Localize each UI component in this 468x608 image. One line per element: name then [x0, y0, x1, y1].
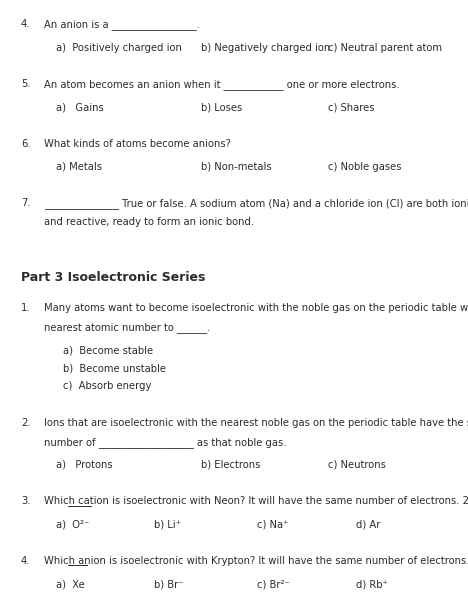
Text: c)  Absorb energy: c) Absorb energy: [63, 381, 152, 392]
Text: 1.: 1.: [21, 303, 31, 313]
Text: c) Neutrons: c) Neutrons: [328, 460, 386, 470]
Text: 7.: 7.: [21, 198, 31, 208]
Text: a)  Xe: a) Xe: [56, 579, 85, 589]
Text: Ions that are isoelectronic with the nearest noble gas on the periodic table hav: Ions that are isoelectronic with the nea…: [44, 418, 468, 428]
Text: c) Na⁺: c) Na⁺: [257, 520, 289, 530]
Text: b) Electrons: b) Electrons: [201, 460, 261, 470]
Text: 4.: 4.: [21, 19, 30, 29]
Text: d) Ar: d) Ar: [356, 520, 380, 530]
Text: 3.: 3.: [21, 497, 30, 506]
Text: _______________ True or false. A sodium atom (Na) and a chloride ion (Cl) are bo: _______________ True or false. A sodium …: [44, 198, 468, 209]
Text: 4.: 4.: [21, 556, 30, 566]
Text: Many atoms want to become isoelectronic with the noble gas on the periodic table: Many atoms want to become isoelectronic …: [44, 303, 468, 313]
Text: d) Rb⁺: d) Rb⁺: [356, 579, 388, 589]
Text: b) Br⁻: b) Br⁻: [154, 579, 184, 589]
Text: a)  Become stable: a) Become stable: [63, 345, 154, 356]
Text: Which anion is isoelectronic with Krypton? It will have the same number of elect: Which anion is isoelectronic with Krypto…: [44, 556, 468, 566]
Text: a)   Protons: a) Protons: [56, 460, 113, 470]
Text: b)  Become unstable: b) Become unstable: [63, 364, 166, 373]
Text: Which cation is isoelectronic with Neon? It will have the same number of electro: Which cation is isoelectronic with Neon?…: [44, 497, 468, 506]
Text: 2.: 2.: [21, 418, 31, 428]
Text: a)  O²⁻: a) O²⁻: [56, 520, 89, 530]
Text: a)   Gains: a) Gains: [56, 102, 104, 112]
Text: number of ___________________ as that noble gas.: number of ___________________ as that no…: [44, 437, 287, 447]
Text: a) Metals: a) Metals: [56, 162, 102, 171]
Text: Part 3 Isoelectronic Series: Part 3 Isoelectronic Series: [21, 271, 205, 284]
Text: b) Non-metals: b) Non-metals: [201, 162, 272, 171]
Text: c) Neutral parent atom: c) Neutral parent atom: [328, 43, 442, 52]
Text: b) Li⁺: b) Li⁺: [154, 520, 181, 530]
Text: What kinds of atoms become anions?: What kinds of atoms become anions?: [44, 139, 231, 148]
Text: 6.: 6.: [21, 139, 31, 148]
Text: 5.: 5.: [21, 79, 31, 89]
Text: a)  Positively charged ion: a) Positively charged ion: [56, 43, 182, 52]
Text: b) Loses: b) Loses: [201, 102, 242, 112]
Text: nearest atomic number to ______.: nearest atomic number to ______.: [44, 322, 211, 333]
Text: c) Br²⁻: c) Br²⁻: [257, 579, 290, 589]
Text: An atom becomes an anion when it ____________ one or more electrons.: An atom becomes an anion when it _______…: [44, 79, 400, 90]
Text: b) Negatively charged ion: b) Negatively charged ion: [201, 43, 330, 52]
Text: c) Noble gases: c) Noble gases: [328, 162, 401, 171]
Text: c) Shares: c) Shares: [328, 102, 374, 112]
Text: An anion is a _________________.: An anion is a _________________.: [44, 19, 200, 30]
Text: and reactive, ready to form an ionic bond.: and reactive, ready to form an ionic bon…: [44, 217, 255, 227]
